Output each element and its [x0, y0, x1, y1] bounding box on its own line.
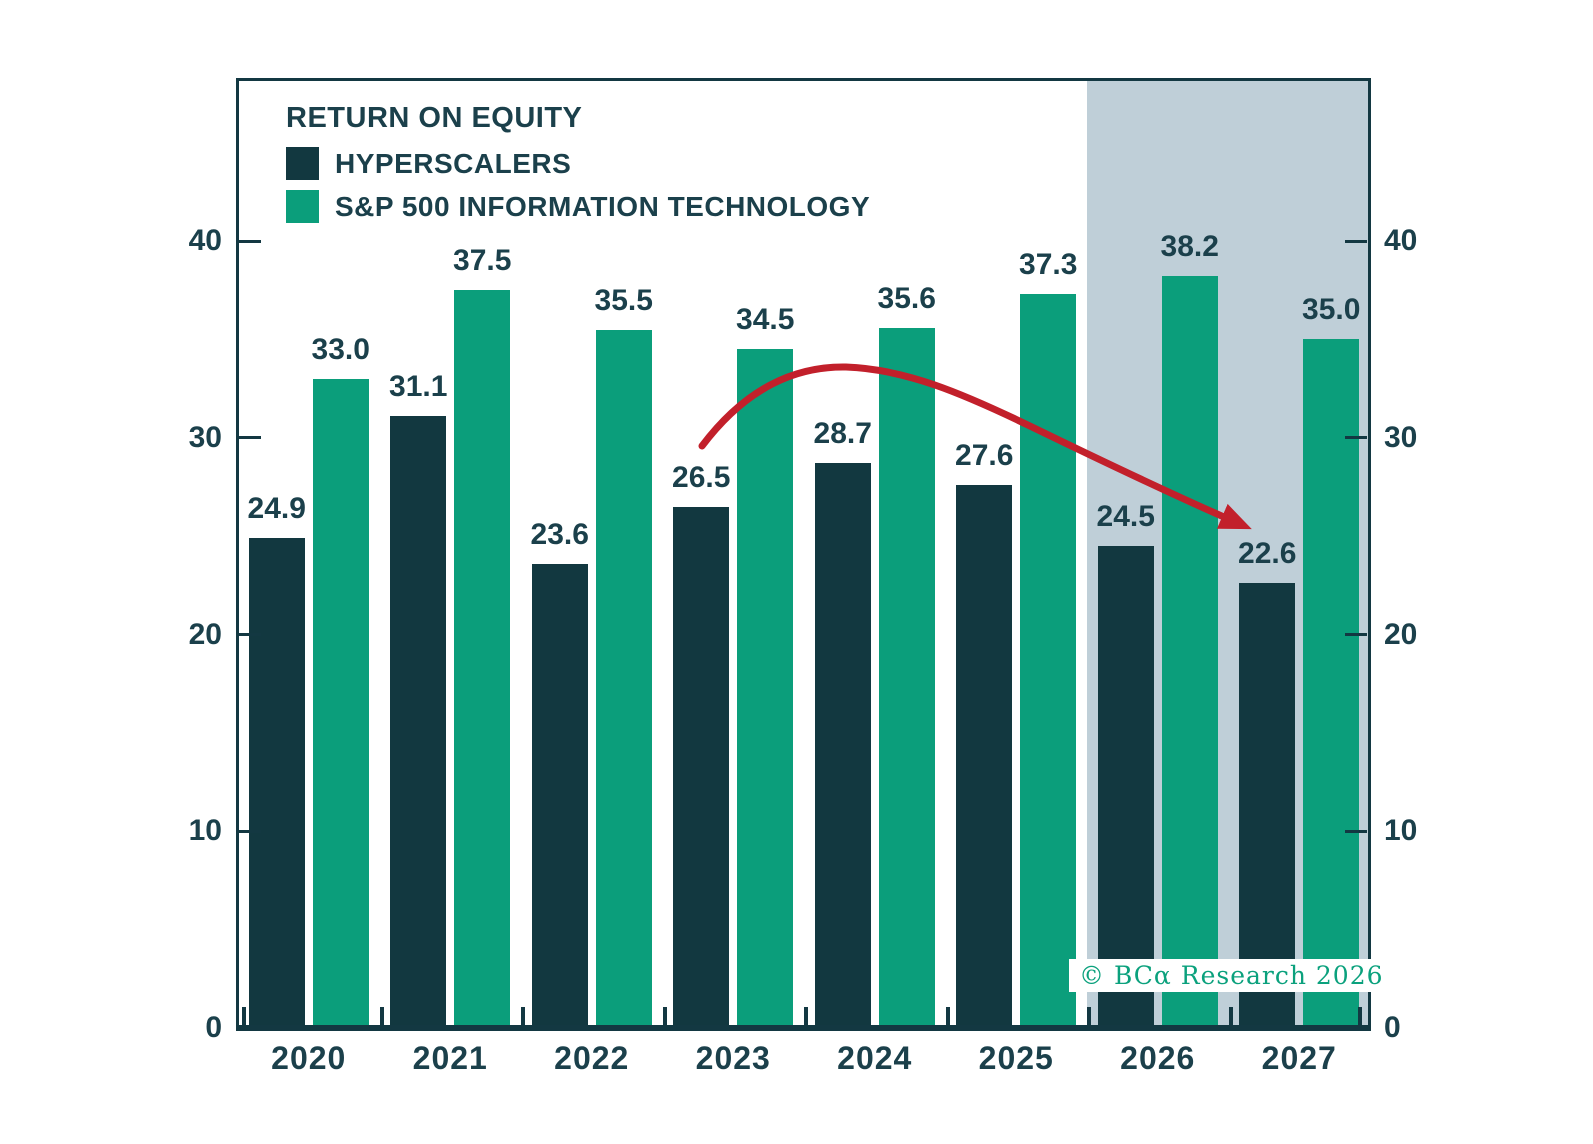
watermark: © BCα Research 2026 — [1069, 959, 1394, 992]
bar-sp500-it-2021 — [454, 290, 511, 1028]
chart-title: RETURN ON EQUITY — [286, 102, 583, 134]
value-label-sp500-it-2027: 35.0 — [1302, 293, 1361, 327]
y-axis-tick-left — [239, 829, 261, 833]
legend: RETURN ON EQUITY HYPERSCALERS S&P 500 IN… — [286, 102, 870, 233]
value-label-hyperscalers-2021: 31.1 — [389, 370, 448, 404]
value-label-sp500-it-2025: 37.3 — [1019, 248, 1078, 282]
x-axis-label-2024: 2024 — [837, 1040, 913, 1076]
x-axis-tick — [521, 1007, 525, 1025]
bar-hyperscalers-2020 — [248, 538, 305, 1028]
y-axis-tick-right — [1345, 239, 1367, 243]
value-label-hyperscalers-2026: 24.5 — [1096, 499, 1155, 533]
y-axis-label-left-0: 0 — [205, 1011, 222, 1044]
x-axis-label-2023: 2023 — [695, 1040, 771, 1076]
y-axis-tick-left — [239, 633, 261, 636]
plot-border-top — [236, 78, 1371, 81]
value-label-hyperscalers-2027: 22.6 — [1238, 537, 1297, 571]
x-axis-label-2027: 2027 — [1261, 1040, 1337, 1076]
y-axis-label-left-40: 40 — [188, 224, 222, 257]
x-axis-tick — [1358, 1007, 1362, 1025]
x-axis-label-2022: 2022 — [554, 1040, 630, 1076]
y-axis-tick-right — [1345, 436, 1367, 440]
value-label-sp500-it-2023: 34.5 — [736, 303, 795, 337]
bar-hyperscalers-2021 — [390, 416, 447, 1028]
y-axis-label-left-10: 10 — [188, 814, 222, 848]
y-axis-line-left — [236, 78, 239, 1031]
value-label-sp500-it-2026: 38.2 — [1160, 230, 1219, 264]
y-axis-label-right-0: 0 — [1384, 1011, 1401, 1044]
value-label-hyperscalers-2025: 27.6 — [955, 438, 1014, 472]
x-axis-tick — [1228, 1007, 1233, 1025]
y-axis-label-left-30: 30 — [188, 420, 222, 454]
y-axis-tick-right — [1345, 829, 1367, 833]
x-axis-label-2026: 2026 — [1120, 1040, 1196, 1076]
x-axis-tick — [1087, 1007, 1091, 1025]
legend-item-hyperscalers: HYPERSCALERS — [286, 147, 870, 180]
value-label-hyperscalers-2023: 26.5 — [672, 460, 731, 494]
value-label-hyperscalers-2024: 28.7 — [813, 417, 872, 451]
legend-swatch-hyperscalers — [286, 147, 319, 180]
bar-sp500-it-2025 — [1020, 294, 1077, 1028]
legend-label-hyperscalers: HYPERSCALERS — [335, 147, 572, 179]
x-axis-tick — [945, 1007, 950, 1025]
value-label-hyperscalers-2020: 24.9 — [247, 492, 306, 526]
y-axis-label-right-10: 10 — [1384, 814, 1418, 848]
bar-hyperscalers-2022 — [531, 563, 588, 1028]
bar-sp500-it-2020 — [312, 378, 369, 1028]
x-axis-label-2020: 2020 — [271, 1040, 347, 1076]
x-axis-line — [236, 1025, 1371, 1031]
legend-label-sp500-it: S&P 500 INFORMATION TECHNOLOGY — [335, 190, 871, 222]
bar-sp500-it-2026 — [1161, 276, 1218, 1028]
bar-hyperscalers-2027 — [1239, 583, 1296, 1028]
value-label-hyperscalers-2022: 23.6 — [530, 517, 589, 551]
bar-sp500-it-2022 — [595, 329, 652, 1028]
bar-hyperscalers-2025 — [956, 484, 1013, 1028]
x-axis-label-2025: 2025 — [978, 1040, 1054, 1076]
x-axis-tick — [804, 1007, 808, 1025]
value-label-sp500-it-2022: 35.5 — [594, 283, 653, 317]
value-label-sp500-it-2024: 35.6 — [877, 281, 936, 315]
bar-sp500-it-2027 — [1303, 339, 1360, 1028]
y-axis-label-right-30: 30 — [1384, 420, 1418, 454]
y-axis-tick-left — [239, 436, 261, 440]
value-label-sp500-it-2020: 33.0 — [311, 332, 370, 366]
y-axis-label-right-20: 20 — [1384, 617, 1418, 651]
bar-hyperscalers-2023 — [673, 506, 730, 1028]
legend-item-sp500-it: S&P 500 INFORMATION TECHNOLOGY — [286, 190, 870, 223]
x-axis-tick — [662, 1007, 667, 1025]
bar-hyperscalers-2026 — [1097, 545, 1154, 1028]
x-axis-tick — [242, 1007, 246, 1025]
legend-swatch-sp500-it — [286, 190, 319, 223]
y-axis-label-left-20: 20 — [188, 617, 222, 651]
y-axis-tick-left — [239, 239, 261, 243]
y-axis-tick-right — [1345, 633, 1367, 636]
value-label-sp500-it-2021: 37.5 — [453, 244, 512, 278]
x-axis-label-2021: 2021 — [412, 1040, 488, 1076]
y-axis-label-right-40: 40 — [1384, 224, 1418, 257]
bar-hyperscalers-2024 — [814, 463, 871, 1028]
y-axis-line-right — [1368, 78, 1371, 1031]
x-axis-tick — [379, 1007, 384, 1025]
